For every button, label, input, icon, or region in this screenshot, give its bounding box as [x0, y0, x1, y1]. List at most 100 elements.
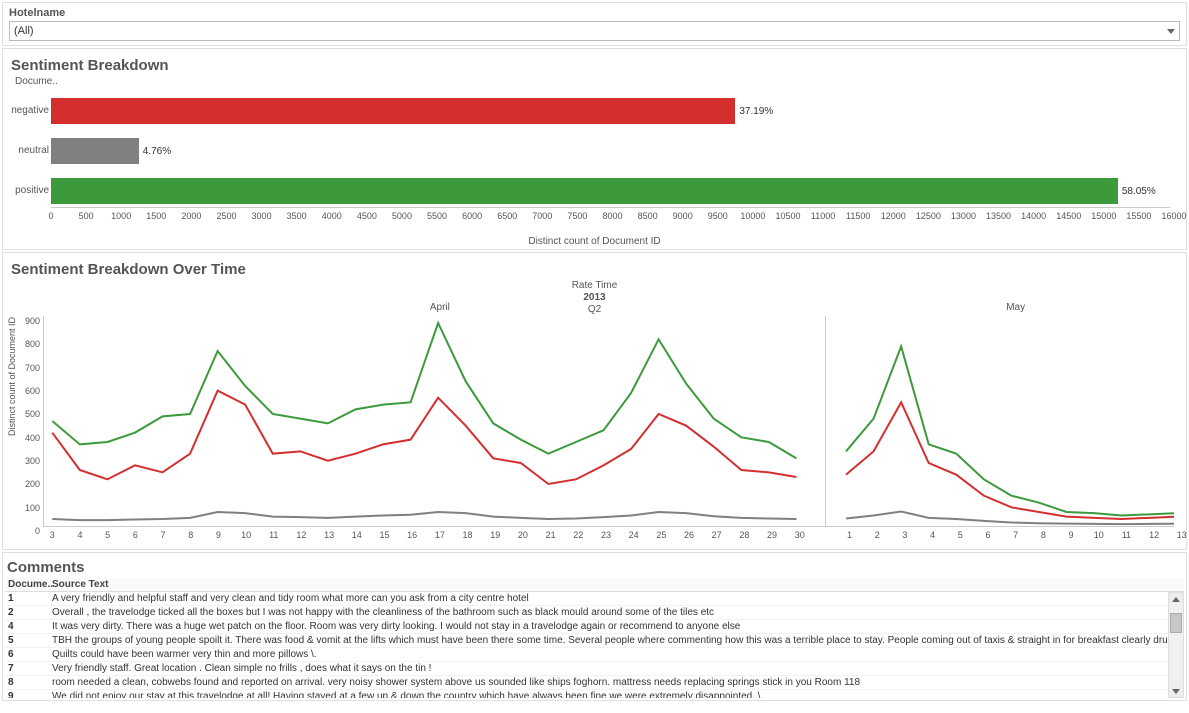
line-y-tick: 100	[14, 503, 40, 513]
table-row[interactable]: 4It was very dirty. There was a huge wet…	[5, 620, 1184, 634]
line-series-positive[interactable]	[846, 346, 1174, 521]
comments-scrollbar[interactable]	[1168, 592, 1184, 698]
line-x-tick: 27	[712, 530, 722, 540]
bar-x-tick: 15500	[1126, 208, 1151, 221]
table-row[interactable]: 2Overall , the travelodge ticked all the…	[5, 606, 1184, 620]
line-x-tick: 5	[105, 530, 110, 540]
line-x-tick: 12	[1149, 530, 1159, 540]
table-cell-id: 4	[5, 620, 49, 634]
line-x-tick: 15	[379, 530, 389, 540]
bar-chart-x-axis: 0500100015002000250030003500400045005000…	[51, 207, 1170, 236]
bar-x-tick: 7000	[532, 208, 552, 221]
bar-x-tick: 8500	[638, 208, 658, 221]
line-x-tick: 19	[490, 530, 500, 540]
table-cell-text: room needed a clean, cobwebs found and r…	[49, 676, 1184, 690]
bar-row-positive: positive58.05%	[51, 171, 1170, 211]
table-row[interactable]: 8room needed a clean, cobwebs found and …	[5, 676, 1184, 690]
table-cell-id: 1	[5, 592, 49, 606]
bar-neutral[interactable]	[51, 138, 139, 164]
bar-x-tick: 11500	[846, 208, 870, 221]
table-row[interactable]: 9We did not enjoy our stay at this trave…	[5, 690, 1184, 699]
line-chart-plot: 0100200300400500600700800900345678910111…	[43, 316, 1174, 527]
bar-x-tick: 6500	[497, 208, 517, 221]
table-row[interactable]: 6Quilts could have been warmer very thin…	[5, 648, 1184, 662]
line-series-neutral[interactable]	[52, 512, 796, 520]
bar-row-negative: negative37.19%	[51, 91, 1170, 131]
table-row[interactable]: 1A very friendly and helpful staff and v…	[5, 592, 1184, 606]
table-cell-text: Overall , the travelodge ticked all the …	[49, 606, 1184, 620]
bar-x-tick: 14500	[1056, 208, 1081, 221]
bar-row-neutral: neutral4.76%	[51, 131, 1170, 171]
scroll-up-button[interactable]	[1169, 593, 1183, 605]
bar-x-tick: 9000	[673, 208, 693, 221]
line-x-tick: 30	[795, 530, 805, 540]
line-x-tick: 26	[684, 530, 694, 540]
table-header-cell[interactable]: Docume..	[5, 578, 49, 592]
bar-x-tick: 0	[48, 208, 53, 221]
line-x-tick: 21	[546, 530, 556, 540]
line-header-line: Q2	[9, 304, 1180, 316]
line-y-tick: 500	[14, 409, 40, 419]
table-row[interactable]: 7Very friendly staff. Great location . C…	[5, 662, 1184, 676]
bar-x-tick: 1500	[146, 208, 166, 221]
bar-x-tick: 4500	[357, 208, 377, 221]
line-x-tick: 24	[629, 530, 639, 540]
chevron-down-icon	[1167, 29, 1175, 34]
line-y-tick: 800	[14, 339, 40, 349]
line-x-tick: 23	[601, 530, 611, 540]
line-x-tick: 8	[188, 530, 193, 540]
table-cell-id: 5	[5, 634, 49, 648]
line-chart-header: Rate Time2013Q2	[9, 280, 1180, 316]
table-header-cell[interactable]: Source Text	[49, 578, 1184, 592]
bar-x-tick: 12000	[881, 208, 906, 221]
bar-category-label: positive	[9, 185, 49, 196]
bar-x-tick: 9500	[708, 208, 728, 221]
line-x-tick: 9	[216, 530, 221, 540]
bar-negative[interactable]	[51, 98, 735, 124]
line-x-tick: 10	[241, 530, 251, 540]
line-x-tick: 25	[656, 530, 666, 540]
table-cell-text: It was very dirty. There was a huge wet …	[49, 620, 1184, 634]
line-y-tick: 400	[14, 433, 40, 443]
line-y-tick: 900	[14, 316, 40, 326]
line-series-positive[interactable]	[52, 323, 796, 458]
bar-positive[interactable]	[51, 178, 1118, 204]
table-cell-text: We did not enjoy our stay at this travel…	[49, 690, 1184, 699]
arrow-down-icon	[1172, 689, 1180, 694]
bar-x-tick: 5000	[392, 208, 412, 221]
line-x-tick: 12	[296, 530, 306, 540]
sentiment-bar-panel: Sentiment Breakdown Docume.. negative37.…	[2, 48, 1187, 250]
bar-value-label: 37.19%	[739, 106, 773, 117]
filter-panel: Hotelname (All)	[2, 2, 1187, 46]
line-header-line: Rate Time	[9, 280, 1180, 292]
table-header-row: Docume..Source Text	[5, 578, 1184, 592]
line-x-tick: 7	[1013, 530, 1018, 540]
sentiment-line-title: Sentiment Breakdown Over Time	[11, 261, 1180, 278]
scroll-thumb[interactable]	[1170, 613, 1182, 633]
line-x-tick: 14	[352, 530, 362, 540]
line-month-label: May	[1006, 302, 1025, 313]
table-cell-id: 8	[5, 676, 49, 690]
table-row[interactable]: 5TBH the groups of young people spoilt i…	[5, 634, 1184, 648]
hotelname-dropdown[interactable]: (All)	[9, 21, 1180, 41]
line-series-negative[interactable]	[52, 391, 796, 484]
line-y-tick: 300	[14, 456, 40, 466]
bar-x-tick: 10500	[775, 208, 800, 221]
table-cell-text: TBH the groups of young people spoilt it…	[49, 634, 1184, 648]
comments-panel: Comments Docume..Source Text1A very frie…	[2, 552, 1187, 701]
table-cell-id: 9	[5, 690, 49, 699]
bar-chart-x-axis-title: Distinct count of Document ID	[9, 236, 1180, 247]
line-month-label: April	[430, 302, 450, 313]
bar-x-tick: 13000	[951, 208, 976, 221]
scroll-down-button[interactable]	[1169, 685, 1183, 697]
dropdown-value: (All)	[14, 25, 34, 37]
line-x-tick: 16	[407, 530, 417, 540]
line-series-negative[interactable]	[846, 402, 1174, 522]
table-cell-id: 2	[5, 606, 49, 620]
line-y-tick: 200	[14, 479, 40, 489]
bar-x-tick: 12500	[916, 208, 941, 221]
line-x-tick: 9	[1069, 530, 1074, 540]
line-x-tick: 4	[930, 530, 935, 540]
table-cell-text: Very friendly staff. Great location . Cl…	[49, 662, 1184, 676]
line-y-tick: 0	[14, 526, 40, 536]
